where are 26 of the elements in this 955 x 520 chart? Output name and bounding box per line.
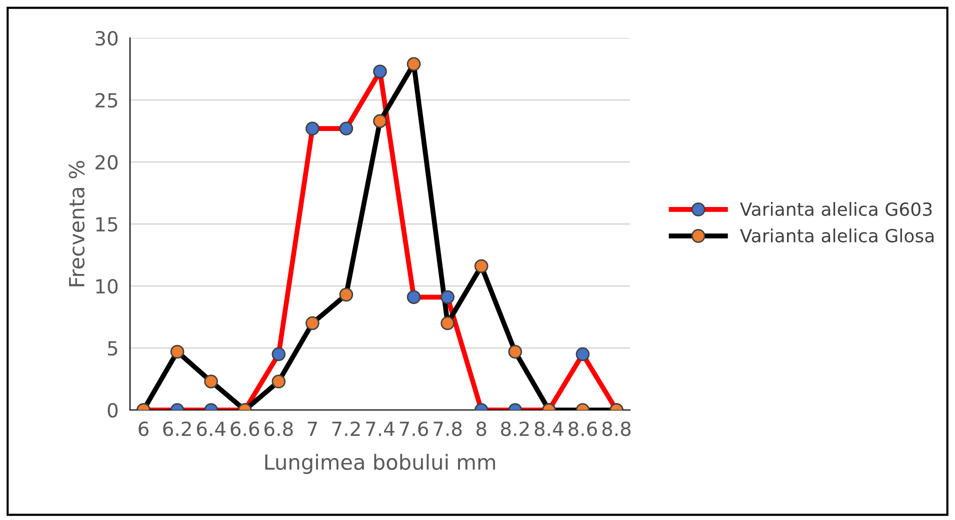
x-tick-label: 8.2 xyxy=(500,421,529,436)
x-tick-label: 8 xyxy=(476,421,486,436)
x-tick-label: 6.8 xyxy=(264,421,293,436)
x-tick-label: 6.4 xyxy=(196,421,226,436)
x-tick-label: 8.8 xyxy=(602,421,631,436)
x-tick-label: 7.6 xyxy=(400,421,428,436)
x-tick-label: 8.6 xyxy=(568,421,597,436)
y-tick-label: 0 xyxy=(108,402,118,418)
y-tick-label: 15 xyxy=(96,217,118,232)
y-tick-label: 25 xyxy=(96,92,118,108)
x-tick-label: 7 xyxy=(308,422,317,436)
y-tick-label: 5 xyxy=(108,341,118,356)
x-tick-label: 6.6 xyxy=(230,421,260,436)
x-axis-title: Lungimea bobului mm xyxy=(265,454,496,474)
x-tick-label: 7.8 xyxy=(434,421,462,436)
y-axis-title: Frecventa % xyxy=(68,160,85,286)
x-tick-label: 6.2 xyxy=(163,421,191,436)
y-tick-label: 10 xyxy=(96,278,118,294)
y-tick-label: 30 xyxy=(96,30,118,46)
x-tick-label: 8.4 xyxy=(534,421,564,436)
x-tick-label: 7.2 xyxy=(332,421,360,436)
x-tick-label: 6 xyxy=(138,421,148,436)
legend-label: Varianta alelica Glosa xyxy=(740,228,934,242)
y-tick-label: 20 xyxy=(96,154,118,170)
x-tick-label: 7.4 xyxy=(366,422,394,436)
legend-label: Varianta alelica G603 xyxy=(740,202,932,216)
